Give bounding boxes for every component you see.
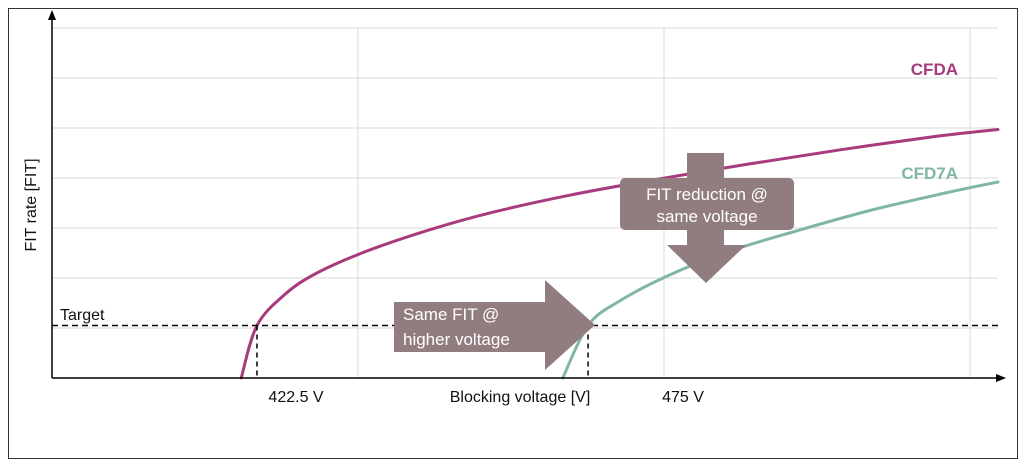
x-tick-label-1: 422.5 V — [268, 389, 323, 406]
right-arrow-icon — [394, 280, 595, 370]
same-fit-annotation: Same FIT @ higher voltage — [394, 280, 595, 370]
same-fit-line-2: higher voltage — [403, 330, 510, 349]
series-line-cfda — [239, 128, 1000, 380]
fit-reduction-annotation: FIT reduction @ same voltage — [620, 153, 794, 283]
fit-reduction-line-1: FIT reduction @ — [646, 185, 768, 204]
annotation-layer: FIT reduction @ same voltage Same FIT @ … — [394, 153, 794, 370]
series-layer — [239, 128, 1000, 380]
x-axis-label: Blocking voltage [V] — [450, 389, 591, 406]
label-layer: FIT rate [FIT] Blocking voltage [V] Targ… — [23, 60, 958, 406]
series-label-cfd7a: CFD7A — [901, 164, 958, 183]
series-label-cfda: CFDA — [911, 60, 958, 79]
fit-reduction-box — [620, 178, 794, 230]
chart-frame — [8, 8, 1018, 459]
grid-layer — [52, 27, 998, 378]
y-axis-arrow-icon — [48, 10, 56, 20]
same-fit-line-1: Same FIT @ — [403, 305, 499, 324]
axis-layer — [48, 10, 1006, 382]
x-axis-arrow-icon — [996, 374, 1006, 382]
y-axis-label: FIT rate [FIT] — [23, 158, 40, 251]
x-tick-label-2: 475 V — [662, 389, 704, 406]
target-label: Target — [60, 307, 105, 324]
fit-reduction-line-2: same voltage — [656, 207, 757, 226]
